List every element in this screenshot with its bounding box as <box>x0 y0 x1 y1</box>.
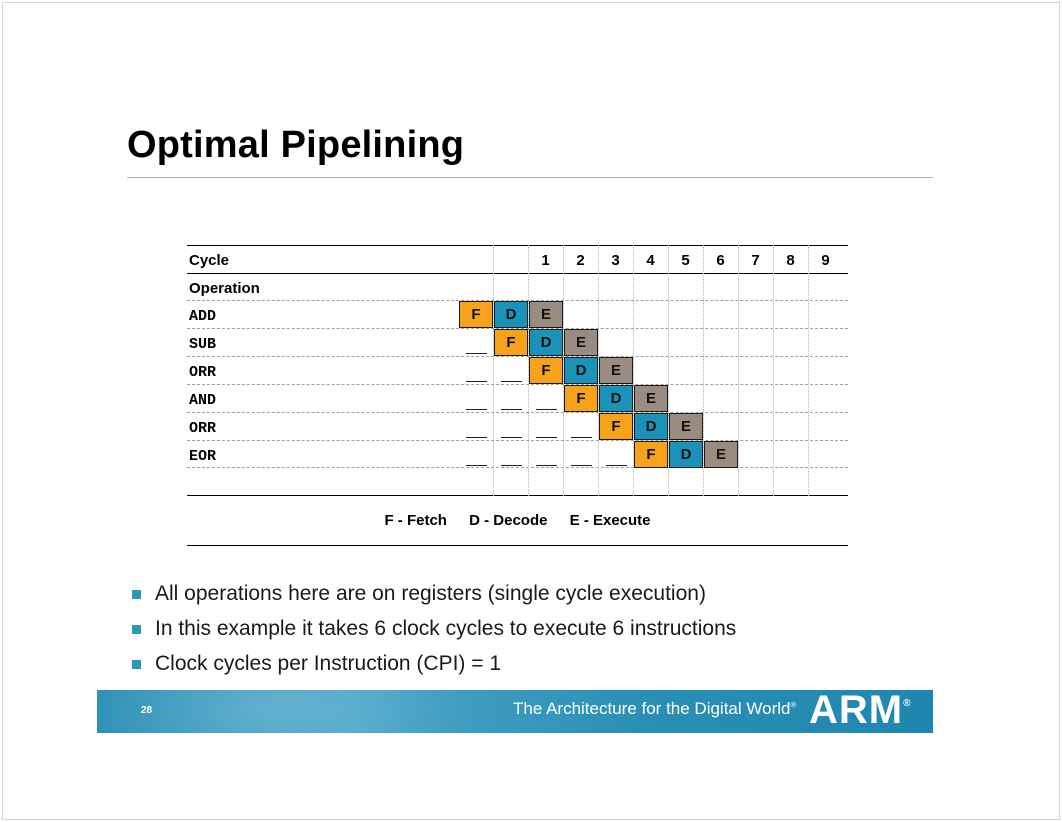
operation-label: ADD <box>189 308 217 325</box>
column-divider <box>598 245 599 496</box>
header-rule <box>187 273 848 274</box>
stage-box-e: E <box>704 440 738 468</box>
cycle-number: 9 <box>821 252 830 269</box>
stage-box-e: E <box>599 356 633 384</box>
pipeline-bubble <box>571 465 592 466</box>
page-title: Optimal Pipelining <box>127 124 465 166</box>
cycle-header-label: Cycle <box>189 252 230 269</box>
stage-box-f: F <box>599 412 633 440</box>
column-divider <box>563 245 564 496</box>
operation-label: SUB <box>189 336 217 353</box>
table-top-rule <box>187 245 848 246</box>
column-divider <box>808 245 809 496</box>
stage-box-f: F <box>494 328 528 356</box>
stage-box-e: E <box>669 412 703 440</box>
cycle-number: 3 <box>611 252 620 269</box>
pipeline-bubble <box>571 437 592 438</box>
operation-label: ORR <box>189 364 217 381</box>
column-divider <box>668 245 669 496</box>
pipeline-bubble <box>466 353 487 354</box>
logo-registered-mark: ® <box>903 698 912 709</box>
stage-box-f: F <box>564 384 598 412</box>
cycle-number: 8 <box>786 252 795 269</box>
bullet-square-icon <box>132 625 141 634</box>
stage-box-f: F <box>459 300 493 328</box>
row-divider <box>187 356 848 357</box>
bullet-text: All operations here are on registers (si… <box>155 582 706 605</box>
pipeline-bubble <box>536 437 557 438</box>
cycle-number: 2 <box>576 252 585 269</box>
title-divider <box>127 177 933 178</box>
pipeline-bubble <box>536 409 557 410</box>
bullet-square-icon <box>132 590 141 599</box>
operation-label: ORR <box>189 420 217 437</box>
pipeline-bubble <box>466 409 487 410</box>
row-divider <box>187 412 848 413</box>
column-divider <box>633 245 634 496</box>
pipeline-bubble <box>536 465 557 466</box>
row-divider <box>187 440 848 441</box>
stage-box-e: E <box>529 300 563 328</box>
tagline-text: The Architecture for the Digital World <box>513 699 791 718</box>
legend-execute: E - Execute <box>569 512 651 529</box>
stage-box-d: D <box>634 412 668 440</box>
column-divider <box>528 245 529 496</box>
legend-decode: D - Decode <box>469 512 548 529</box>
stage-box-d: D <box>599 384 633 412</box>
pipeline-bubble <box>606 465 627 466</box>
legend-bottom-rule <box>187 545 848 546</box>
legend-fetch: F - Fetch <box>384 512 447 529</box>
stage-box-e: E <box>564 328 598 356</box>
operation-label: EOR <box>189 448 217 465</box>
column-divider <box>773 245 774 496</box>
pipeline-bubble <box>466 437 487 438</box>
table-bottom-rule <box>187 495 848 496</box>
cycle-number: 6 <box>716 252 725 269</box>
footer-tagline: The Architecture for the Digital World® <box>513 699 796 719</box>
stage-box-f: F <box>529 356 563 384</box>
cycle-number: 1 <box>541 252 550 269</box>
bullet-text: In this example it takes 6 clock cycles … <box>155 617 737 640</box>
cycle-number: 5 <box>681 252 690 269</box>
pipeline-bubble <box>501 381 522 382</box>
pipeline-bubble <box>501 465 522 466</box>
operation-label: AND <box>189 392 217 409</box>
column-divider <box>703 245 704 496</box>
page-number: 28 <box>141 705 153 716</box>
footer-swirl <box>97 690 477 733</box>
stage-box-d: D <box>494 300 528 328</box>
cycle-number: 4 <box>646 252 655 269</box>
stage-box-d: D <box>564 356 598 384</box>
bullet-square-icon <box>132 660 141 669</box>
pipeline-bubble <box>501 409 522 410</box>
pipeline-bubble <box>501 437 522 438</box>
column-divider <box>493 245 494 496</box>
cycle-number: 7 <box>751 252 760 269</box>
arm-logo: ARM® <box>809 690 911 733</box>
operation-header-label: Operation <box>189 280 260 297</box>
column-divider <box>738 245 739 496</box>
stage-legend: F - Fetch D - Decode E - Execute <box>187 512 848 529</box>
stage-box-d: D <box>669 440 703 468</box>
bullet-text: Clock cycles per Instruction (CPI) = 1 <box>155 652 502 675</box>
pipeline-bubble <box>466 381 487 382</box>
tagline-registered-mark: ® <box>790 700 797 710</box>
stage-box-d: D <box>529 328 563 356</box>
pipeline-bubble <box>466 465 487 466</box>
row-divider <box>187 384 848 385</box>
stage-box-f: F <box>634 440 668 468</box>
row-divider <box>187 467 848 468</box>
logo-text: ARM <box>809 690 904 732</box>
footer-band: 28 The Architecture for the Digital Worl… <box>97 690 933 733</box>
stage-box-e: E <box>634 384 668 412</box>
